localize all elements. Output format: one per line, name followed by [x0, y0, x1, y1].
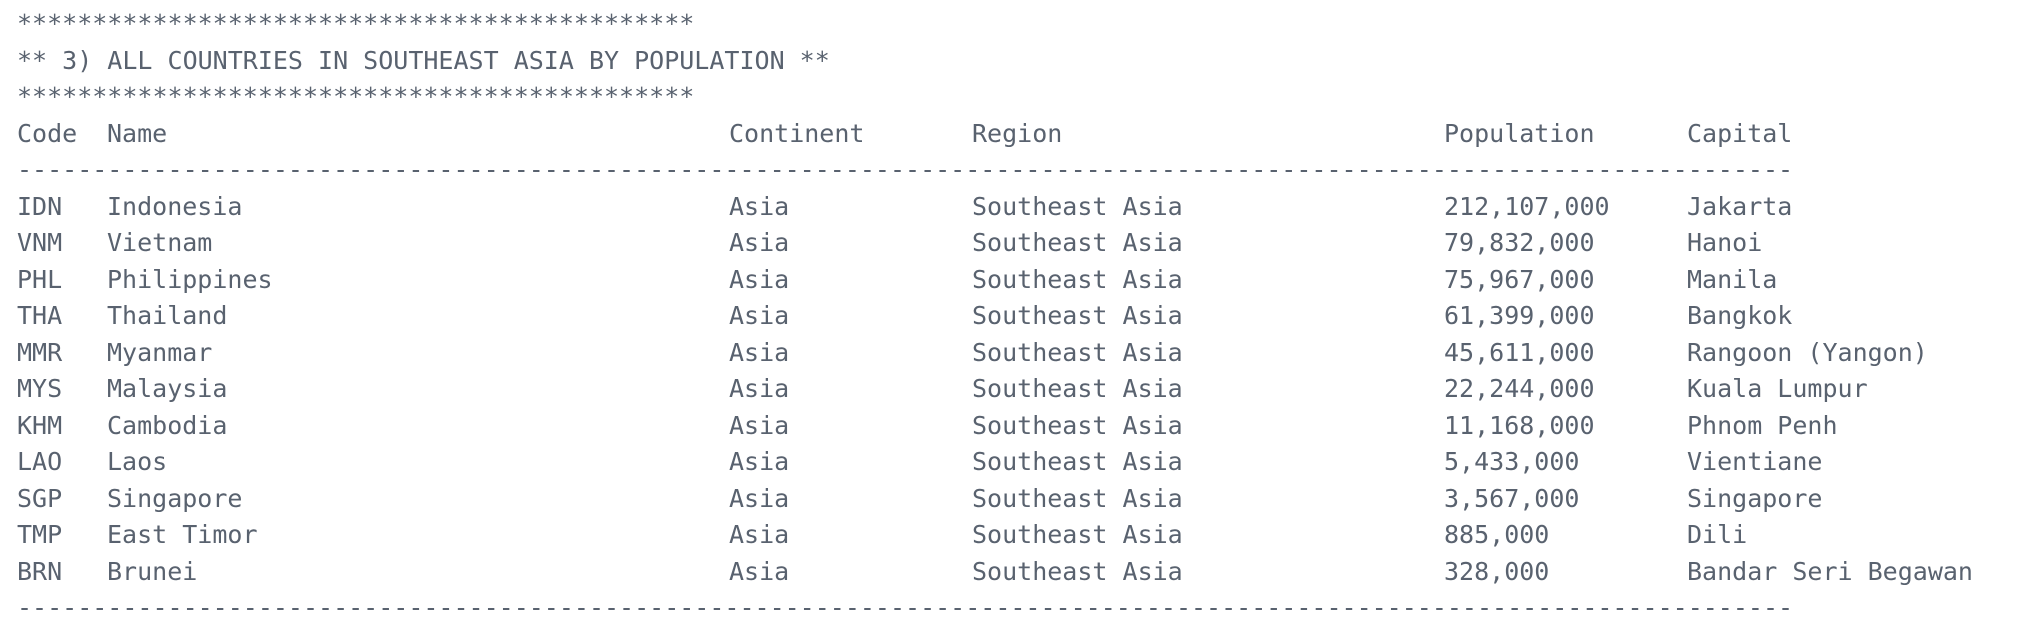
cell-region: Southeast Asia	[972, 301, 1183, 330]
cell-name: Brunei	[107, 556, 198, 586]
table-row: MMR Myanmar Asia Southeast Asia 45,611,000 Ra…	[17, 335, 2018, 372]
cell-name: Cambodia	[107, 410, 228, 440]
header-continent: Continent	[729, 118, 865, 148]
cell-population: 61,399,000	[1444, 301, 1595, 330]
table-row: BRN Brunei Asia Southeast Asia 328,000 Bandar…	[17, 554, 2018, 591]
cell-capital: Phnom Penh	[1687, 410, 1838, 440]
cell-name: Philippines	[107, 264, 273, 294]
cell-capital: Bandar Seri Begawan	[1687, 556, 1973, 586]
table-row: LAO Laos Asia Southeast Asia 5,433,000 Vienti…	[17, 444, 2018, 481]
cell-continent: Asia	[729, 520, 790, 549]
cell-code: BRN	[17, 556, 63, 586]
table-row: KHM Cambodia Asia Southeast Asia 11,168,000 P…	[17, 408, 2018, 445]
cell-capital: Dili	[1687, 520, 1748, 549]
cell-population: 22,244,000	[1444, 374, 1595, 403]
cell-code: MYS	[17, 374, 63, 403]
cell-capital: Rangoon (Yangon)	[1687, 337, 1928, 367]
cell-region: Southeast Asia	[972, 483, 1183, 513]
cell-continent: Asia	[729, 301, 790, 330]
cell-code: KHM	[17, 410, 63, 440]
table-row: VNM Vietnam Asia Southeast Asia 79,832,000 Ha…	[17, 225, 2018, 262]
cell-continent: Asia	[729, 483, 790, 513]
cell-continent: Asia	[729, 447, 790, 476]
cell-code: MMR	[17, 337, 63, 367]
cell-region: Southeast Asia	[972, 556, 1183, 586]
cell-name: Thailand	[107, 301, 228, 330]
table-separator-top: ----------------------------------------…	[17, 155, 1794, 184]
cell-population: 328,000	[1444, 556, 1550, 586]
cell-population: 79,832,000	[1444, 228, 1595, 257]
header-population: Population	[1444, 118, 1595, 148]
cell-code: LAO	[17, 447, 63, 476]
cell-population: 11,168,000	[1444, 410, 1595, 440]
cell-capital: Jakarta	[1687, 191, 1793, 221]
table-header: Code Name Continent Region Population Ca…	[17, 116, 2018, 153]
cell-population: 885,000	[1444, 520, 1550, 549]
cell-capital: Bangkok	[1687, 301, 1793, 330]
cell-name: Vietnam	[107, 228, 213, 257]
cell-code: TMP	[17, 520, 63, 549]
banner-bottom-rule: ****************************************…	[17, 82, 695, 111]
cell-continent: Asia	[729, 264, 790, 294]
cell-name: Indonesia	[107, 191, 243, 221]
cell-continent: Asia	[729, 556, 790, 586]
table-row: SGP Singapore Asia Southeast Asia 3,567,000 S…	[17, 481, 2018, 518]
cell-capital: Kuala Lumpur	[1687, 374, 1868, 403]
report-title: ** 3) ALL COUNTRIES IN SOUTHEAST ASIA BY…	[17, 45, 830, 75]
cell-population: 212,107,000	[1444, 191, 1610, 221]
cell-code: VNM	[17, 228, 63, 257]
console-output: ****************************************…	[17, 6, 2018, 627]
cell-continent: Asia	[729, 374, 790, 403]
cell-region: Southeast Asia	[972, 228, 1183, 257]
cell-region: Southeast Asia	[972, 264, 1183, 294]
header-capital: Capital	[1687, 118, 1793, 148]
cell-name: Laos	[107, 447, 168, 476]
cell-code: SGP	[17, 483, 63, 513]
cell-code: THA	[17, 301, 63, 330]
header-code: Code	[17, 118, 78, 148]
cell-region: Southeast Asia	[972, 520, 1183, 549]
banner-top-rule: ****************************************…	[17, 9, 695, 38]
cell-capital: Manila	[1687, 264, 1778, 294]
cell-region: Southeast Asia	[972, 410, 1183, 440]
cell-continent: Asia	[729, 337, 790, 367]
cell-name: East Timor	[107, 520, 258, 549]
cell-capital: Vientiane	[1687, 447, 1823, 476]
cell-name: Malaysia	[107, 374, 228, 403]
cell-region: Southeast Asia	[972, 374, 1183, 403]
table-row: MYS Malaysia Asia Southeast Asia 22,244,000 K…	[17, 371, 2018, 408]
cell-capital: Singapore	[1687, 483, 1823, 513]
cell-region: Southeast Asia	[972, 447, 1183, 476]
cell-population: 3,567,000	[1444, 483, 1580, 513]
cell-population: 75,967,000	[1444, 264, 1595, 294]
table-separator-bottom: ----------------------------------------…	[17, 593, 1794, 622]
table-body: IDN Indonesia Asia Southeast Asia 212,107,00…	[17, 189, 2018, 591]
table-row: THA Thailand Asia Southeast Asia 61,399,000 B…	[17, 298, 2018, 335]
cell-capital: Hanoi	[1687, 228, 1763, 257]
cell-population: 45,611,000	[1444, 337, 1595, 367]
cell-code: IDN	[17, 191, 63, 221]
cell-region: Southeast Asia	[972, 191, 1183, 221]
cell-region: Southeast Asia	[972, 337, 1183, 367]
table-row: IDN Indonesia Asia Southeast Asia 212,107,00…	[17, 189, 2018, 226]
cell-continent: Asia	[729, 228, 790, 257]
table-row: TMP East Timor Asia Southeast Asia 885,000 Di…	[17, 517, 2018, 554]
header-region: Region	[972, 118, 1063, 148]
cell-continent: Asia	[729, 410, 790, 440]
cell-name: Singapore	[107, 483, 243, 513]
cell-continent: Asia	[729, 191, 790, 221]
cell-name: Myanmar	[107, 337, 213, 367]
header-name: Name	[107, 118, 168, 148]
table-row: PHL Philippines Asia Southeast Asia 75,967,0…	[17, 262, 2018, 299]
cell-code: PHL	[17, 264, 63, 294]
cell-population: 5,433,000	[1444, 447, 1580, 476]
